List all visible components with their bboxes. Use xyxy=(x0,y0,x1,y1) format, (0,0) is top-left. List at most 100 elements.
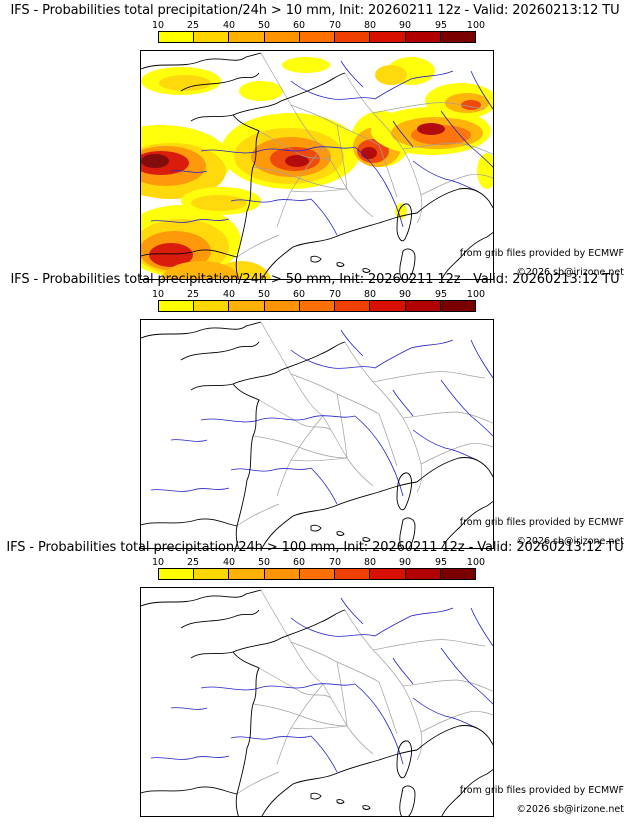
river xyxy=(440,379,493,437)
river xyxy=(310,198,338,236)
colorbar-segment xyxy=(194,32,230,42)
colorbar-tick-label: 95 xyxy=(434,557,448,568)
colorbar-tick-label: 60 xyxy=(292,557,306,568)
river xyxy=(470,607,493,647)
colorbar-segment xyxy=(264,569,300,579)
colorbar-tick-label: 70 xyxy=(328,557,342,568)
colorbar-tick-label: 60 xyxy=(292,289,306,300)
admin-border xyxy=(420,711,493,733)
admin-border xyxy=(258,130,332,162)
admin-border xyxy=(322,683,374,755)
colorbar-tick-label: 100 xyxy=(466,20,486,31)
admin-border xyxy=(402,411,493,424)
colorbar-tick-label: 40 xyxy=(222,557,236,568)
colorbar-tick-label: 10 xyxy=(151,557,165,568)
colorbar-segment xyxy=(335,569,371,579)
source-credit: from grib files provided by ECMWF xyxy=(459,517,624,528)
colorbar-tick-label: 80 xyxy=(363,289,377,300)
colorbar-tick-label: 80 xyxy=(363,20,377,31)
colorbar-tick-label: 80 xyxy=(363,557,377,568)
admin-border xyxy=(290,725,348,730)
admin-border xyxy=(322,415,374,487)
coastline xyxy=(261,749,418,816)
admin-border xyxy=(378,144,398,198)
map-canvas xyxy=(141,52,493,279)
admin-border xyxy=(236,771,280,795)
colorbar-tick-label: 50 xyxy=(257,289,271,300)
island xyxy=(310,792,322,800)
admin-border xyxy=(260,589,324,685)
colorbar-segment xyxy=(159,32,195,42)
admin-border xyxy=(402,679,493,692)
panel-title: IFS - Probabilities total precipitation/… xyxy=(10,3,620,18)
colorbar-segment xyxy=(159,301,195,311)
colorbar-segment xyxy=(405,569,441,579)
precip-area xyxy=(149,243,193,267)
admin-border xyxy=(336,124,348,190)
colorbar-segment xyxy=(405,32,441,42)
colorbar-segment xyxy=(264,301,300,311)
colorbar-segment xyxy=(229,32,265,42)
colorbar-segment xyxy=(440,301,475,311)
coastline xyxy=(416,188,493,214)
colorbar-tick-label: 95 xyxy=(434,20,448,31)
island xyxy=(336,262,345,267)
coastline xyxy=(232,609,346,653)
admin-border xyxy=(260,321,324,417)
coastline xyxy=(141,786,238,795)
admin-border xyxy=(290,188,348,193)
precip-map xyxy=(140,587,494,817)
precip-map xyxy=(140,50,494,280)
island xyxy=(399,248,416,279)
coastline xyxy=(441,768,493,816)
precip-area xyxy=(159,75,211,91)
coastline xyxy=(141,321,262,339)
admin-border xyxy=(372,371,486,383)
river xyxy=(374,607,454,637)
coastline xyxy=(141,249,238,258)
river xyxy=(170,439,208,442)
river xyxy=(310,467,338,505)
river xyxy=(340,60,364,88)
precip-area xyxy=(477,153,493,189)
admin-border xyxy=(378,681,398,735)
river xyxy=(290,349,376,369)
map-panel-10mm: IFS - Probabilities total precipitation/… xyxy=(0,3,630,280)
river xyxy=(412,429,478,461)
colorbar-segment xyxy=(299,569,336,579)
river xyxy=(374,339,454,369)
river xyxy=(412,697,478,729)
coastline xyxy=(180,341,260,361)
colorbar-tick-label: 40 xyxy=(222,20,236,31)
river xyxy=(230,735,312,740)
precip-area xyxy=(239,81,283,101)
river xyxy=(230,198,312,203)
admin-border xyxy=(420,174,493,196)
admin-border xyxy=(402,142,493,155)
river xyxy=(170,170,208,173)
coastline xyxy=(441,231,493,279)
coastline xyxy=(180,609,260,629)
coastline xyxy=(416,725,493,751)
admin-border xyxy=(236,503,280,527)
river xyxy=(440,110,493,168)
colorbar xyxy=(158,300,476,312)
colorbar-tick-label: 100 xyxy=(466,557,486,568)
coastline xyxy=(141,52,262,70)
coastline xyxy=(190,651,260,816)
admin-border xyxy=(252,703,348,727)
river xyxy=(200,146,356,154)
admin-border xyxy=(290,641,380,683)
river xyxy=(310,735,338,773)
river xyxy=(170,707,208,710)
panel-title: IFS - Probabilities total precipitation/… xyxy=(10,272,620,287)
island xyxy=(396,740,412,779)
island xyxy=(399,517,416,548)
admin-border xyxy=(258,399,332,431)
admin-border xyxy=(290,373,380,415)
colorbar-segment xyxy=(440,569,475,579)
admin-border xyxy=(372,102,486,114)
admin-border xyxy=(378,413,398,467)
river xyxy=(354,415,404,497)
colorbar-segment xyxy=(229,569,265,579)
